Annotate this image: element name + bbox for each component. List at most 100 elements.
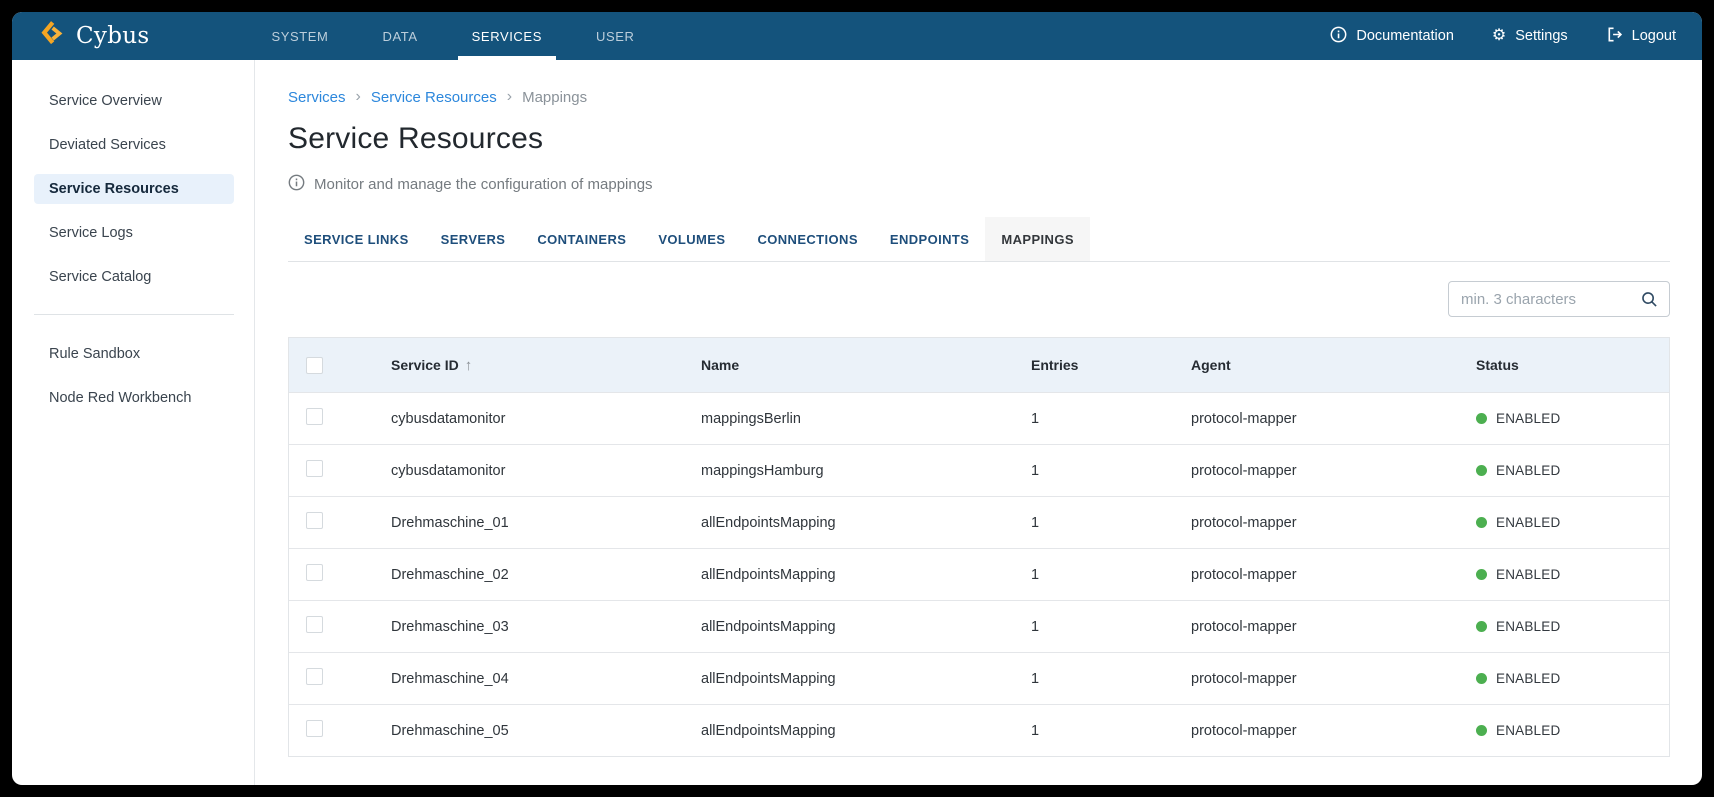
cell-service-id: Drehmaschine_04 xyxy=(391,670,509,687)
cell-status: ENABLED xyxy=(1464,567,1669,582)
settings-label: Settings xyxy=(1515,28,1568,44)
resource-tabs: SERVICE LINKS SERVERS CONTAINERS VOLUMES… xyxy=(288,217,1670,262)
documentation-button[interactable]: Documentation xyxy=(1330,26,1454,47)
tab-servers[interactable]: SERVERS xyxy=(440,232,506,247)
cell-agent: protocol-mapper xyxy=(1191,462,1297,479)
table-toolbar xyxy=(288,262,1670,337)
cell-entries: 1 xyxy=(1031,618,1040,635)
settings-button[interactable]: ⚙ Settings xyxy=(1491,27,1568,45)
sidebar-item-service-logs[interactable]: Service Logs xyxy=(49,225,133,241)
breadcrumb-current-mappings: Mappings xyxy=(522,88,588,106)
sidebar-item-rule-sandbox[interactable]: Rule Sandbox xyxy=(49,346,141,362)
page-title: Service Resources xyxy=(288,122,544,155)
gear-icon: ⚙ xyxy=(1491,27,1507,44)
cell-service-id: Drehmaschine_05 xyxy=(391,722,509,739)
cell-service-id: Drehmaschine_02 xyxy=(391,566,509,583)
row-checkbox[interactable] xyxy=(306,720,323,737)
row-checkbox[interactable] xyxy=(306,668,323,685)
mappings-table: Service ID ↑ Name Entries Agent Status c… xyxy=(288,337,1670,757)
cell-agent: protocol-mapper xyxy=(1191,722,1297,739)
cell-service-id: Drehmaschine_03 xyxy=(391,618,509,635)
tab-service-links[interactable]: SERVICE LINKS xyxy=(304,232,409,247)
column-header-label: Agent xyxy=(1191,357,1231,373)
breadcrumb-link-services[interactable]: Services xyxy=(288,88,346,106)
row-checkbox[interactable] xyxy=(306,512,323,529)
row-checkbox[interactable] xyxy=(306,616,323,633)
cell-entries: 1 xyxy=(1031,566,1040,583)
app-window: Cybus SYSTEM DATA SERVICES USER Document… xyxy=(12,12,1702,785)
sidebar-item-node-red-workbench[interactable]: Node Red Workbench xyxy=(49,390,192,406)
sidebar: Service Overview Deviated Services Servi… xyxy=(12,60,255,785)
cell-entries: 1 xyxy=(1031,514,1040,531)
breadcrumb-separator-icon: › xyxy=(506,88,513,105)
table-row[interactable]: Drehmaschine_01 allEndpointsMapping 1 pr… xyxy=(289,496,1669,548)
sidebar-item-deviated-services[interactable]: Deviated Services xyxy=(49,137,166,153)
brand-logo[interactable]: Cybus xyxy=(40,12,149,60)
top-actions: Documentation ⚙ Settings Logout xyxy=(1330,12,1676,60)
cell-status: ENABLED xyxy=(1464,463,1669,478)
cell-entries: 1 xyxy=(1031,462,1040,479)
search-input[interactable] xyxy=(1449,282,1669,316)
documentation-label: Documentation xyxy=(1356,28,1454,44)
column-header-entries[interactable]: Entries xyxy=(1019,357,1179,373)
cell-status: ENABLED xyxy=(1464,515,1669,530)
row-checkbox[interactable] xyxy=(306,564,323,581)
cell-service-id: Drehmaschine_01 xyxy=(391,514,509,531)
row-checkbox[interactable] xyxy=(306,460,323,477)
cell-name: allEndpointsMapping xyxy=(701,670,836,687)
breadcrumb: Services › Service Resources › Mappings xyxy=(288,88,1670,106)
tab-endpoints[interactable]: ENDPOINTS xyxy=(889,232,970,247)
select-all-checkbox[interactable] xyxy=(306,356,323,374)
table-row[interactable]: Drehmaschine_02 allEndpointsMapping 1 pr… xyxy=(289,548,1669,600)
column-header-service-id[interactable]: Service ID ↑ xyxy=(379,357,689,374)
column-header-name[interactable]: Name xyxy=(689,357,1019,373)
sort-asc-icon[interactable]: ↑ xyxy=(464,356,473,374)
logout-button[interactable]: Logout xyxy=(1606,26,1676,47)
status-label: ENABLED xyxy=(1496,411,1561,426)
search-box xyxy=(1448,281,1670,317)
tab-connections[interactable]: CONNECTIONS xyxy=(757,232,858,247)
status-label: ENABLED xyxy=(1496,671,1561,686)
cell-name: mappingsBerlin xyxy=(701,410,801,427)
cell-status: ENABLED xyxy=(1464,619,1669,634)
status-enabled-dot xyxy=(1476,673,1487,684)
tab-volumes[interactable]: VOLUMES xyxy=(658,232,726,247)
brand-name: Cybus xyxy=(76,23,150,49)
sidebar-item-service-resources[interactable]: Service Resources xyxy=(34,174,234,204)
cell-entries: 1 xyxy=(1031,670,1040,687)
sidebar-divider xyxy=(34,314,234,315)
main-content: Services › Service Resources › Mappings … xyxy=(255,60,1702,785)
info-icon xyxy=(288,174,305,195)
column-header-label: Entries xyxy=(1031,357,1079,373)
cell-entries: 1 xyxy=(1031,722,1040,739)
search-icon[interactable] xyxy=(1641,291,1658,313)
cell-service-id: cybusdatamonitor xyxy=(391,410,506,427)
column-header-status[interactable]: Status xyxy=(1464,357,1669,373)
cell-agent: protocol-mapper xyxy=(1191,618,1297,635)
page-subtitle: Monitor and manage the configuration of … xyxy=(288,174,1670,195)
table-row[interactable]: Drehmaschine_05 allEndpointsMapping 1 pr… xyxy=(289,704,1669,756)
nav-item-services[interactable]: SERVICES xyxy=(445,12,569,60)
breadcrumb-link-service-resources[interactable]: Service Resources xyxy=(370,88,497,106)
table-row[interactable]: Drehmaschine_04 allEndpointsMapping 1 pr… xyxy=(289,652,1669,704)
status-label: ENABLED xyxy=(1496,515,1561,530)
column-header-agent[interactable]: Agent xyxy=(1179,357,1464,373)
cybus-logo-icon xyxy=(40,20,67,52)
table-row[interactable]: Drehmaschine_03 allEndpointsMapping 1 pr… xyxy=(289,600,1669,652)
table-row[interactable]: cybusdatamonitor mappingsBerlin 1 protoc… xyxy=(289,392,1669,444)
table-row[interactable]: cybusdatamonitor mappingsHamburg 1 proto… xyxy=(289,444,1669,496)
logout-icon xyxy=(1606,26,1623,47)
status-enabled-dot xyxy=(1476,413,1487,424)
tab-containers[interactable]: CONTAINERS xyxy=(537,232,627,247)
nav-item-user[interactable]: USER xyxy=(595,28,635,44)
row-checkbox[interactable] xyxy=(306,408,323,425)
status-label: ENABLED xyxy=(1496,463,1561,478)
sidebar-item-service-overview[interactable]: Service Overview xyxy=(49,93,162,109)
status-label: ENABLED xyxy=(1496,619,1561,634)
page-subtitle-text: Monitor and manage the configuration of … xyxy=(314,176,653,193)
nav-item-data[interactable]: DATA xyxy=(382,28,418,44)
sidebar-item-service-catalog[interactable]: Service Catalog xyxy=(49,269,152,285)
info-icon xyxy=(1330,26,1347,47)
nav-item-system[interactable]: SYSTEM xyxy=(271,28,329,44)
tab-mappings[interactable]: MAPPINGS xyxy=(985,217,1090,261)
